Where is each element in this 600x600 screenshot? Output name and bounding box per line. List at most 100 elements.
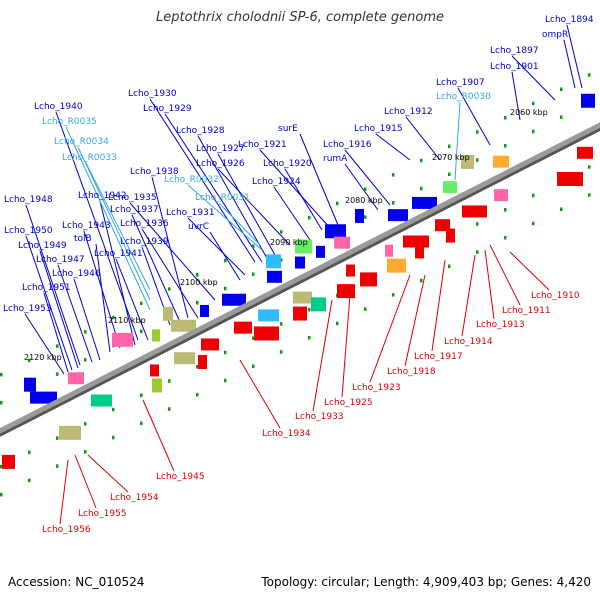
tick-dot — [280, 258, 283, 262]
label-leader-line — [141, 228, 199, 319]
label-leader-line — [99, 200, 136, 346]
gene-feature — [293, 306, 307, 321]
label-leader-line — [129, 202, 216, 301]
tick-dot — [560, 207, 563, 211]
gene-feature — [150, 364, 159, 377]
gene-feature — [577, 146, 593, 159]
gene-feature — [68, 372, 84, 385]
tick-dot — [280, 350, 283, 354]
feature-label: Lcho_1914 — [444, 337, 493, 347]
feature-label: Lcho_1928 — [176, 126, 225, 136]
gene-feature — [24, 377, 36, 392]
tick-dot — [252, 364, 255, 368]
feature-label: Lcho_1938 — [130, 167, 179, 177]
tick-label: 2100 kbp — [180, 278, 218, 287]
gene-feature — [174, 352, 195, 365]
gene-feature — [355, 208, 364, 223]
tick-dot — [588, 73, 591, 77]
label-leader-line — [142, 399, 175, 472]
label-leader-line — [95, 243, 111, 353]
feature-label: Lcho_1953 — [3, 304, 52, 314]
label-leader-line — [431, 259, 446, 352]
label-leader-line — [74, 454, 97, 509]
tick-dot — [476, 158, 479, 162]
gene-feature — [462, 205, 487, 218]
feature-label: Lcho_1954 — [110, 493, 159, 503]
label-leader-line — [457, 87, 491, 146]
tick-dot — [364, 187, 367, 191]
gene-feature — [30, 391, 57, 404]
gene-feature — [337, 284, 355, 299]
tick-dot — [392, 201, 395, 205]
feature-label: Lcho_1920 — [263, 159, 312, 169]
tick-dot — [560, 87, 563, 91]
label-leader-line — [218, 202, 261, 246]
tick-dot — [56, 436, 59, 440]
gene-feature — [258, 309, 279, 322]
feature-label: Lcho_1894 — [545, 15, 594, 25]
label-leader-line — [65, 126, 151, 311]
feature-label: Lcho_R0035 — [42, 117, 97, 127]
label-leader-line — [25, 235, 73, 371]
gene-feature — [295, 239, 312, 254]
label-leader-line — [39, 250, 79, 369]
feature-label: Lcho_1927 — [196, 144, 245, 154]
topology-summary: Topology: circular; Length: 4,909,403 bp… — [261, 575, 591, 589]
gene-feature — [415, 244, 424, 259]
tick-dot — [196, 273, 199, 277]
tick-dot — [56, 372, 59, 376]
tick-dot — [392, 173, 395, 177]
gene-feature — [557, 172, 583, 187]
label-leader-line — [217, 168, 291, 246]
label-leader-line — [187, 184, 263, 251]
feature-label: Lcho_1945 — [156, 472, 205, 482]
tick-dot — [476, 222, 479, 226]
tick-dot — [168, 407, 171, 411]
label-leader-line — [115, 258, 149, 341]
tick-dot — [84, 330, 87, 334]
label-leader-line — [454, 101, 461, 181]
feature-label: Lcho_1931 — [166, 208, 215, 218]
tick-dot — [28, 450, 31, 455]
feature-label: Lcho_1901 — [490, 62, 539, 72]
tick-dot — [308, 335, 311, 340]
feature-label: Lcho_1907 — [436, 78, 485, 88]
gene-feature — [222, 293, 246, 306]
feature-tracks — [2, 93, 595, 469]
label-leader-line — [131, 214, 181, 323]
feature-label: Lcho_1915 — [354, 124, 403, 134]
tick-label: 2120 kbp — [24, 353, 62, 362]
label-leader-line — [563, 39, 576, 89]
tick-dot — [336, 201, 339, 206]
gene-feature — [201, 338, 219, 351]
gene-feature — [346, 264, 355, 277]
tick-dot — [0, 492, 3, 497]
feature-label: Lcho_1934 — [262, 429, 311, 439]
tick-dot — [364, 215, 367, 219]
feature-label: Lcho_1940 — [34, 102, 83, 112]
gene-feature — [293, 291, 312, 304]
feature-label: Lcho_1912 — [384, 107, 433, 117]
feature-label: tolB — [74, 234, 92, 244]
tick-dot — [28, 358, 31, 363]
gene-feature — [435, 219, 450, 232]
feature-label: Lcho_1916 — [323, 140, 372, 150]
label-leader-line — [151, 176, 189, 319]
label-leader-line — [24, 313, 65, 375]
label-leader-line — [299, 133, 339, 226]
feature-label: Lcho_1951 — [22, 283, 71, 293]
tick-label: 2060 kbp — [510, 108, 548, 117]
label-leader-line — [149, 98, 256, 263]
label-leader-line — [85, 162, 151, 291]
label-leader-line — [73, 278, 101, 361]
feature-label: Lcho_1941 — [94, 249, 143, 259]
tick-dot — [196, 393, 199, 397]
feature-label: Lcho_1943 — [62, 221, 111, 231]
gene-feature — [581, 93, 595, 108]
feature-label: Lcho_1936 — [120, 219, 169, 229]
gene-feature — [461, 154, 474, 169]
feature-label: Lcho_1897 — [490, 46, 539, 56]
feature-label: Lcho_1918 — [387, 367, 436, 377]
feature-label: Lcho_1924 — [252, 177, 301, 187]
